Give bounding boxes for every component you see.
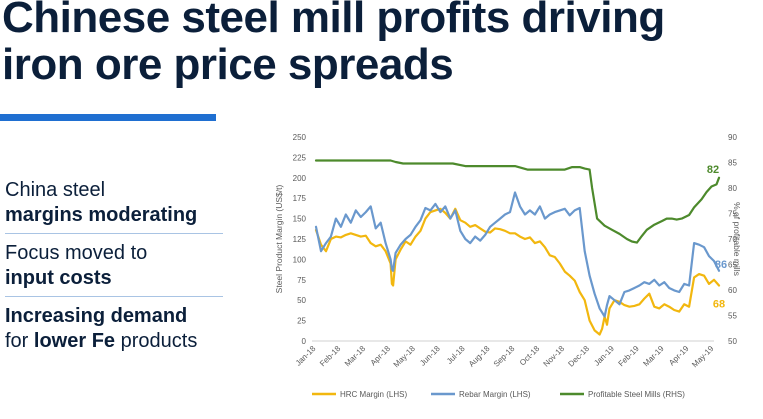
x-tick-label: Jan-19	[592, 344, 616, 368]
x-tick-label: Feb-19	[616, 344, 641, 369]
bullet-1-line-1: China steel	[5, 179, 106, 201]
end-label-hrc: 68	[713, 299, 725, 311]
y2-tick-label: 70	[728, 235, 737, 244]
legend-label-mills: Profitable Steel Mills (RHS)	[588, 390, 685, 399]
y-tick-label: 150	[293, 215, 307, 224]
series-line-mills	[314, 159, 721, 244]
x-tick-label: Apr-19	[667, 344, 691, 368]
y-tick-label: 75	[297, 276, 306, 285]
y2-tick-label: 50	[728, 337, 737, 346]
y-tick-label: 250	[293, 133, 307, 142]
bullet-2-bold: input costs	[5, 267, 112, 289]
x-tick-label: Mar-19	[641, 344, 666, 369]
bullet-1: China steel margins moderating	[5, 178, 230, 228]
x-tick-label: Jan-18	[294, 344, 318, 368]
y2-axis-title: % of profitable mills	[732, 202, 742, 276]
y-tick-label: 225	[293, 153, 307, 162]
legend-label-hrc: HRC Margin (LHS)	[340, 390, 407, 399]
y-tick-label: 25	[297, 317, 306, 326]
x-tick-label: May-18	[392, 344, 418, 370]
x-tick-label: Mar-18	[343, 344, 368, 369]
end-label-mills: 82	[707, 164, 719, 176]
margin-chart: 0 25 50 75 100 125 150 175 200 225 250 50 55 60 65 70 75…	[274, 133, 742, 399]
bullet-3-line-2: for lower Fe products	[5, 329, 230, 354]
bullet-1-line-2: margins moderating	[5, 203, 230, 228]
x-tick-label: Aug-18	[467, 344, 492, 369]
x-tick-label: Oct-18	[518, 344, 542, 368]
y2-tick-label: 90	[728, 133, 737, 142]
bullet-3-bold-line: Increasing demand	[5, 305, 188, 327]
title-line-1: Chinese steel mill profits driving	[2, 0, 665, 42]
y-tick-label: 100	[293, 255, 307, 264]
y2-tick-label: 55	[728, 312, 737, 321]
legend-label-rebar: Rebar Margin (LHS)	[459, 390, 531, 399]
title-accent-bar	[0, 114, 216, 121]
y2-tick-label: 75	[728, 210, 737, 219]
bullet-1-bold: margins moderating	[5, 204, 198, 226]
x-tick-label: Jul-18	[445, 344, 467, 366]
y2-tick-label: 85	[728, 159, 737, 168]
bullet-divider-1	[5, 233, 223, 234]
x-tick-label: Dec-18	[566, 344, 591, 369]
x-tick-label: Feb-18	[318, 344, 343, 369]
x-tick-label: Jun-18	[418, 344, 442, 368]
bullet-2: Focus moved to input costs	[5, 241, 230, 291]
y-axis-title: Steel Product Margin (US$/t)	[274, 185, 284, 294]
x-tick-label: Nov-18	[542, 344, 567, 369]
x-tick-label: May-19	[690, 344, 716, 370]
x-tick-label: Apr-18	[369, 344, 393, 368]
y2-tick-label: 65	[728, 261, 737, 270]
y2-tick-label: 60	[728, 286, 737, 295]
bullet-3-post: products	[115, 330, 198, 352]
series-line-rebar	[314, 191, 721, 318]
y2-tick-label: 80	[728, 184, 737, 193]
bullet-divider-2	[5, 296, 223, 297]
bullet-2-line-1: Focus moved to	[5, 242, 148, 264]
bullet-3: Increasing demand for lower Fe products	[5, 304, 230, 354]
y-tick-label: 125	[293, 235, 307, 244]
y-tick-label: 175	[293, 194, 307, 203]
x-tick-label: Sep-18	[492, 344, 517, 369]
bullet-3-pre: for	[5, 330, 34, 352]
y-tick-label: 0	[302, 337, 307, 346]
end-label-rebar: 86	[715, 259, 727, 271]
bullet-2-line-2: input costs	[5, 266, 230, 291]
bullet-list: China steel margins moderating Focus mov…	[5, 178, 230, 354]
page-title: Chinese steel mill profits driving iron …	[2, 0, 762, 88]
title-line-2: iron ore price spreads	[2, 40, 454, 89]
bullet-3-line-1: Increasing demand	[5, 304, 230, 329]
bullet-3-bold: lower Fe	[33, 330, 116, 352]
y-tick-label: 200	[293, 174, 307, 183]
series-line-hrc	[314, 207, 721, 336]
y-tick-label: 50	[297, 296, 306, 305]
